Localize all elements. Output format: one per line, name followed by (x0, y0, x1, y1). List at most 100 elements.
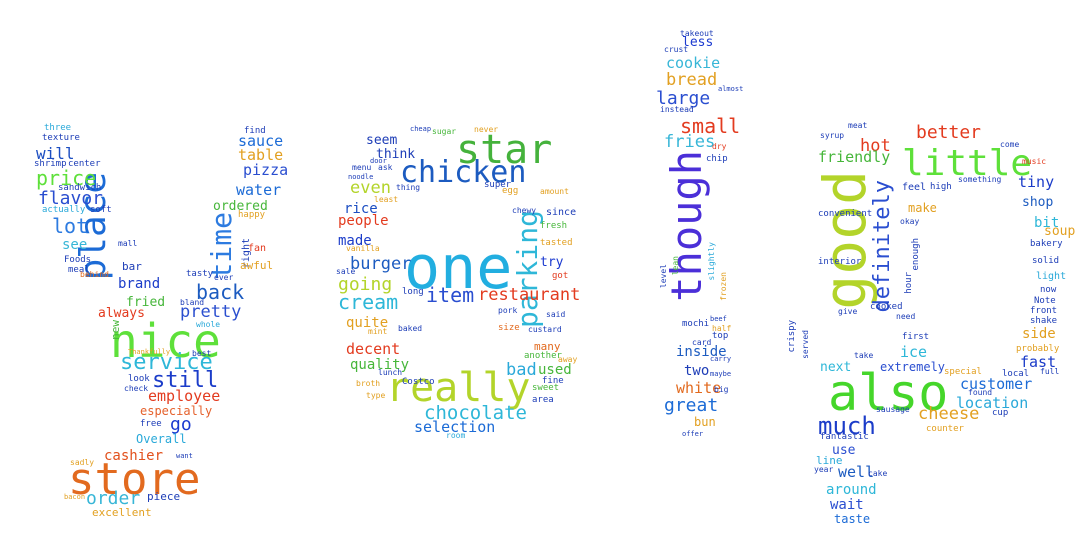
word-instead: instead (660, 105, 694, 114)
word-chewy: chewy (512, 206, 537, 215)
word-one: one (404, 233, 513, 303)
word-chip: chip (706, 154, 728, 164)
word-piece: piece (147, 490, 181, 503)
word-chicken: chicken (400, 155, 527, 190)
word-seem: seem (366, 133, 398, 148)
word-sugar: sugar (432, 127, 457, 136)
word-broth: broth (356, 379, 381, 388)
word-bit: bit (1034, 215, 1060, 231)
word-interior: interior (818, 257, 862, 267)
word-overall: Overall (136, 432, 187, 446)
word-good: good (811, 170, 879, 310)
word-table: table (238, 146, 284, 164)
word-give: give (838, 307, 858, 316)
word-type: type (366, 391, 386, 400)
word-bread: bread (666, 70, 718, 90)
word-area: area (532, 395, 554, 405)
word-happy: happy (238, 210, 266, 220)
word-best: best (192, 349, 212, 358)
word-pretty: pretty (180, 302, 242, 322)
word-hour: hour (904, 272, 914, 294)
word-front: front (1030, 306, 1058, 316)
word-almost: almost (718, 85, 744, 93)
word-store: store (68, 454, 201, 505)
word-sale: sale (336, 267, 356, 276)
word-okay: okay (900, 217, 920, 226)
word-local: local (1002, 369, 1030, 379)
word-menu: menu (352, 163, 372, 172)
word-texture: texture (42, 133, 80, 143)
word-tiny: tiny (1018, 173, 1055, 191)
word-well: well (838, 463, 875, 481)
word-least: least (374, 195, 399, 204)
word-taste: taste (834, 512, 871, 526)
word-feel: feel (902, 182, 927, 193)
word-special: special (944, 367, 982, 377)
word-friendly: friendly (818, 148, 891, 166)
word-hot: hot (860, 136, 891, 156)
word-bakery: bakery (1030, 239, 1063, 249)
word-great: great (664, 395, 719, 416)
word-bun: bun (694, 415, 716, 429)
word-though: though (662, 150, 711, 302)
word-convenient: convenient (818, 209, 873, 219)
word-bar: bar (122, 260, 142, 273)
word-actually: actually (42, 205, 86, 215)
word-cake: cake (868, 469, 888, 478)
word-star: star (456, 127, 553, 173)
word-nice: nice (110, 314, 221, 368)
word-away: away (558, 355, 578, 364)
word-make: make (908, 201, 937, 215)
word-fries: fries (664, 132, 716, 152)
word-cup: cup (992, 408, 1009, 418)
word-rice: rice (344, 201, 378, 217)
word-two: two (684, 363, 710, 379)
word-soft: soft (90, 205, 112, 215)
word-check: check (124, 384, 149, 393)
word-said: said (546, 310, 566, 319)
word-vanilla: vanilla (346, 244, 380, 253)
word-center: center (68, 159, 101, 169)
word-behind: behind (80, 270, 109, 279)
word-need: need (896, 312, 916, 321)
word-fast: fast (1020, 353, 1057, 371)
word-sandwich: sandwich (58, 183, 102, 193)
word-many: many (534, 340, 561, 353)
word-egg: egg (502, 186, 519, 196)
word-half: half (712, 324, 732, 333)
word-tasted: tasted (540, 238, 573, 248)
word-super: super (484, 180, 512, 190)
word-noodle: noodle (348, 173, 374, 181)
word-note: Note (1034, 296, 1056, 306)
word-use: use (832, 443, 856, 458)
word-see: see (62, 237, 88, 253)
word-less: less (682, 35, 714, 50)
word-quality: quality (350, 357, 410, 373)
word-parking: parking (511, 210, 544, 329)
word-excellent: excellent (92, 506, 152, 519)
word-find: find (244, 126, 266, 136)
word-free: free (140, 419, 162, 429)
word-new: new (109, 320, 122, 340)
word-take: take (854, 351, 874, 360)
word-soup: soup (1044, 224, 1076, 239)
word-sadly: sadly (70, 458, 95, 467)
word-mochi: mochi (682, 319, 710, 329)
word-foods: Foods (64, 255, 92, 265)
word-crispy: crispy (787, 320, 797, 353)
word-sauce: sauce (238, 132, 284, 150)
word-mall: mall (118, 239, 138, 248)
word-beef: beef (710, 315, 727, 323)
word-bacon: bacon (64, 493, 86, 501)
word-served: served (801, 330, 810, 359)
word-lunch: lunch (378, 368, 403, 377)
word-slightly: slightly (707, 242, 716, 281)
word-quite: quite (346, 315, 389, 331)
word-crust: crust (664, 45, 689, 54)
word-going: going (338, 274, 393, 295)
word-found: found (968, 388, 993, 397)
word-bland: bland (180, 298, 205, 307)
word-shrimp: shrimp (34, 159, 67, 169)
word-small: small (680, 114, 741, 138)
